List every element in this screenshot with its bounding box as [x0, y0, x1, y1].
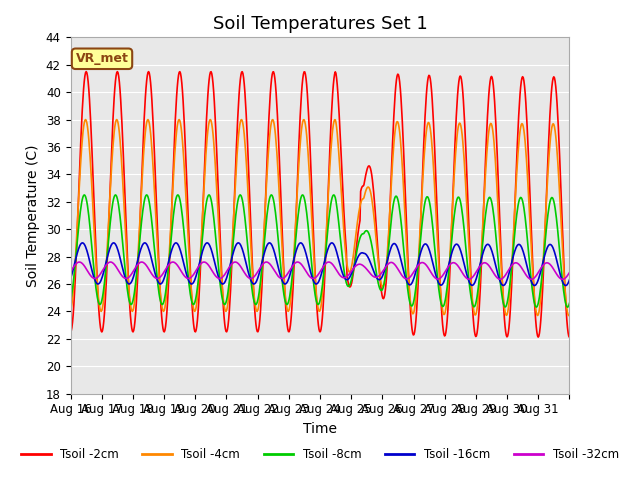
Tsoil -8cm: [564, 304, 572, 310]
Title: Soil Temperatures Set 1: Soil Temperatures Set 1: [212, 15, 428, 33]
Legend: Tsoil -2cm, Tsoil -4cm, Tsoil -8cm, Tsoil -16cm, Tsoil -32cm: Tsoil -2cm, Tsoil -4cm, Tsoil -8cm, Tsoi…: [17, 444, 623, 466]
Tsoil -32cm: [566, 270, 573, 276]
Tsoil -32cm: [67, 269, 74, 275]
Tsoil -32cm: [400, 275, 408, 280]
Tsoil -8cm: [400, 245, 408, 251]
Tsoil -4cm: [565, 313, 573, 319]
Tsoil -4cm: [566, 312, 573, 318]
Tsoil -16cm: [67, 276, 74, 281]
Tsoil -8cm: [218, 291, 225, 297]
Tsoil -8cm: [566, 300, 573, 306]
Line: Tsoil -4cm: Tsoil -4cm: [70, 120, 570, 316]
Tsoil -8cm: [126, 300, 134, 306]
Tsoil -4cm: [243, 157, 250, 163]
Tsoil -4cm: [67, 308, 74, 313]
Tsoil -2cm: [372, 214, 380, 220]
Tsoil -16cm: [261, 248, 269, 253]
Tsoil -16cm: [372, 273, 380, 279]
Tsoil -8cm: [261, 231, 269, 237]
Tsoil -32cm: [260, 260, 268, 265]
Tsoil -32cm: [217, 276, 225, 281]
X-axis label: Time: Time: [303, 422, 337, 436]
Tsoil -16cm: [562, 283, 570, 288]
Tsoil -2cm: [126, 303, 134, 309]
Tsoil -2cm: [83, 69, 90, 74]
Tsoil -16cm: [218, 280, 225, 286]
Tsoil -16cm: [243, 261, 250, 266]
Tsoil -16cm: [566, 277, 573, 283]
Tsoil -8cm: [111, 192, 119, 198]
Tsoil -16cm: [400, 268, 408, 274]
Tsoil -2cm: [243, 111, 250, 117]
Tsoil -32cm: [559, 276, 566, 282]
Tsoil -4cm: [218, 274, 225, 279]
Tsoil -4cm: [261, 208, 269, 214]
Tsoil -2cm: [261, 209, 269, 215]
Tsoil -32cm: [242, 271, 250, 277]
Tsoil -32cm: [125, 274, 133, 280]
Tsoil -16cm: [172, 240, 180, 246]
Tsoil -4cm: [372, 231, 380, 237]
Y-axis label: Soil Temperature (C): Soil Temperature (C): [26, 144, 40, 287]
Line: Tsoil -16cm: Tsoil -16cm: [70, 243, 570, 286]
Tsoil -4cm: [400, 185, 408, 191]
Text: VR_met: VR_met: [76, 52, 129, 65]
Line: Tsoil -2cm: Tsoil -2cm: [70, 72, 570, 337]
Tsoil -2cm: [566, 335, 573, 340]
Tsoil -2cm: [400, 146, 408, 152]
Tsoil -16cm: [125, 281, 133, 287]
Tsoil -8cm: [372, 265, 380, 271]
Tsoil -8cm: [67, 298, 74, 303]
Tsoil -4cm: [82, 117, 90, 122]
Tsoil -32cm: [294, 259, 301, 265]
Tsoil -32cm: [372, 275, 380, 280]
Line: Tsoil -8cm: Tsoil -8cm: [70, 195, 570, 307]
Line: Tsoil -32cm: Tsoil -32cm: [70, 262, 570, 279]
Tsoil -2cm: [67, 329, 74, 335]
Tsoil -2cm: [218, 268, 225, 274]
Tsoil -4cm: [126, 296, 134, 302]
Tsoil -8cm: [243, 228, 250, 233]
